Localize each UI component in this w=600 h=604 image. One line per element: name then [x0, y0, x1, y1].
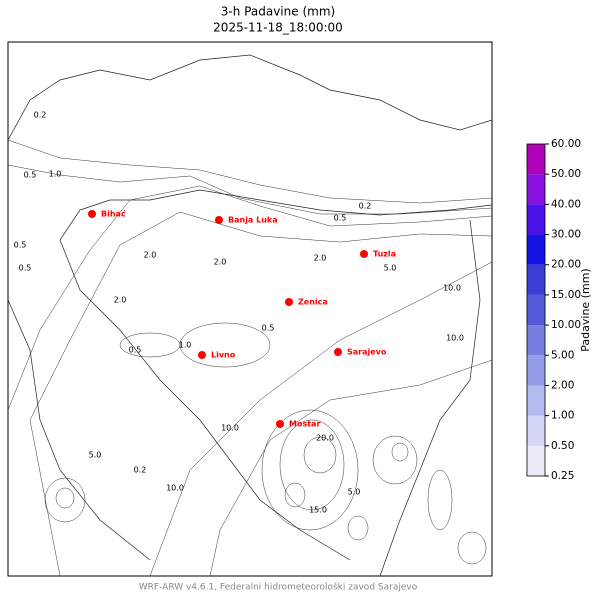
contour-label: 0.2 — [134, 466, 147, 475]
contour-label: 2.0 — [314, 254, 327, 263]
contour-label: 0.5 — [334, 214, 347, 223]
colorbar-band — [527, 264, 545, 295]
colorbar-band — [527, 355, 545, 386]
city-marker — [276, 420, 284, 428]
city-marker — [198, 351, 206, 359]
contour-label: 0.5 — [24, 171, 37, 180]
colorbar-tick-label: 50.00 — [551, 168, 581, 180]
colorbar-tick-label: 30.00 — [551, 229, 581, 241]
colorbar-tick-label: 10.00 — [551, 319, 581, 331]
colorbar-band — [527, 294, 545, 326]
contour-label: 0.5 — [129, 346, 142, 355]
map-frame — [7, 41, 493, 577]
footer: WRF-ARW v4.6.1, Federalni hidrometeorolo… — [139, 582, 418, 593]
city-label: Sarajevo — [347, 348, 387, 357]
city-marker — [334, 348, 342, 356]
colorbar-band — [527, 174, 545, 205]
contour-label: 2.0 — [114, 296, 127, 305]
colorbar-tick-label: 2.00 — [551, 379, 574, 391]
contour-label: 1.0 — [49, 170, 62, 179]
colorbar-band — [527, 445, 545, 476]
contour-label: 10.0 — [446, 334, 464, 343]
contour-label: 5.0 — [384, 264, 397, 273]
contour-label: 0.2 — [359, 202, 372, 211]
colorbar-tick-label: 15.00 — [551, 289, 581, 301]
city-label: Bihać — [101, 209, 126, 219]
contour-label: 0.5 — [14, 241, 27, 250]
colorbar-tick-label: 20.00 — [551, 259, 581, 271]
colorbar-band — [527, 234, 545, 265]
contour-label: 0.5 — [262, 324, 275, 333]
contour-label: 0.2 — [34, 111, 47, 120]
city-label: Banja Luka — [228, 216, 278, 225]
contour-label: 10.0 — [166, 484, 184, 493]
contour-label: 5.0 — [89, 451, 102, 460]
map-subtitle: 2025-11-18_18:00:00 — [213, 21, 343, 35]
city-label: Mostar — [289, 420, 320, 429]
city-marker — [88, 210, 96, 218]
colorbar-band — [527, 204, 545, 235]
city-marker — [285, 298, 293, 306]
city-label: Livno — [211, 351, 236, 360]
contour-label: 0.5 — [19, 264, 32, 273]
city-label: Zenica — [298, 298, 328, 307]
colorbar-band — [527, 385, 545, 416]
colorbar-band — [527, 144, 545, 175]
city-marker — [360, 250, 368, 258]
city-label: Tuzla — [373, 250, 396, 259]
colorbar-tick-label: 40.00 — [551, 198, 581, 210]
contour-label: 5.0 — [348, 488, 361, 497]
colorbar-label: Padavine (mm) — [579, 268, 592, 351]
colorbar-band — [527, 415, 545, 446]
colorbar-tick-label: 0.25 — [551, 470, 574, 482]
colorbar-tick-label: 1.00 — [551, 410, 574, 422]
contour-label: 2.0 — [144, 251, 157, 260]
colorbar-tick-label: 60.00 — [551, 138, 581, 150]
colorbar-tick-label: 0.50 — [551, 440, 574, 452]
contour-label: 15.0 — [309, 506, 327, 515]
city-marker — [215, 216, 223, 224]
map-title: 3-h Padavine (mm) — [221, 5, 335, 19]
contour-label: 10.0 — [221, 424, 239, 433]
colorbar-band — [527, 325, 545, 356]
contour-label: 10.0 — [443, 284, 461, 293]
precipitation-field — [8, 42, 492, 576]
contour-label: 2.0 — [214, 258, 227, 267]
colorbar-frame — [526, 143, 546, 477]
colorbar-tick-label: 5.00 — [551, 349, 574, 361]
contour-label: 1.0 — [179, 341, 192, 350]
contour-label: 20.0 — [316, 434, 334, 443]
